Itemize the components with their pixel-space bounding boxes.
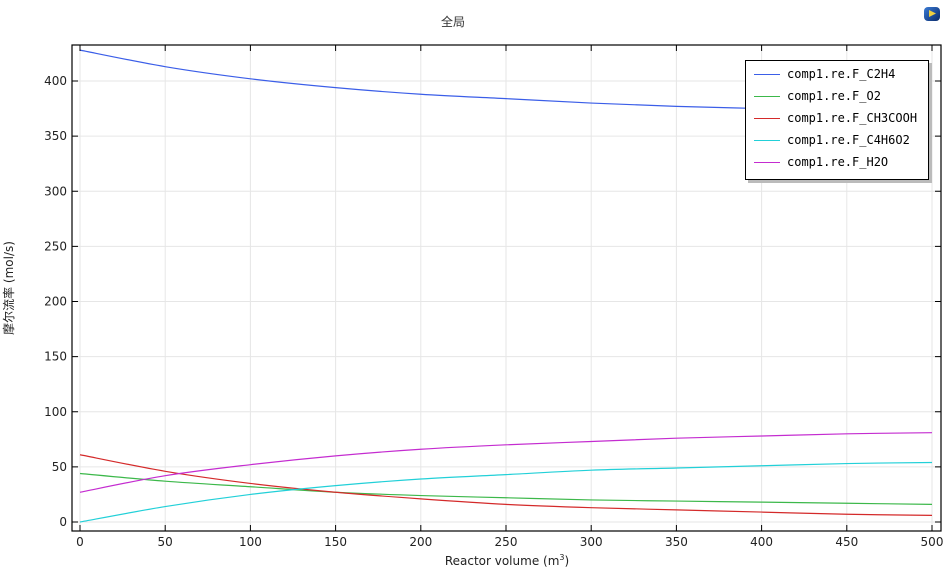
y-tick-label: 300 <box>44 184 67 198</box>
y-tick-label: 50 <box>52 460 67 474</box>
y-tick-label: 400 <box>44 74 67 88</box>
x-tick-label: 250 <box>495 535 518 549</box>
legend-swatch <box>754 139 780 141</box>
legend-item: comp1.re.F_H2O <box>746 151 928 173</box>
x-tick-label: 300 <box>580 535 603 549</box>
y-tick-label: 250 <box>44 239 67 253</box>
y-tick-label: 150 <box>44 350 67 364</box>
legend-label: comp1.re.F_C2H4 <box>787 67 896 81</box>
legend-swatch <box>754 161 780 163</box>
legend-swatch <box>754 117 780 119</box>
legend-item: comp1.re.F_CH3COOH <box>746 107 928 129</box>
legend-swatch <box>754 73 780 75</box>
x-tick-label: 200 <box>409 535 432 549</box>
chart-title: 全局 <box>440 15 465 29</box>
legend-item: comp1.re.F_C4H6O2 <box>746 129 928 151</box>
x-axis-label: Reactor volume (m3) <box>445 553 569 568</box>
legend-swatch <box>754 95 780 97</box>
legend-item: comp1.re.F_C2H4 <box>746 63 928 85</box>
series-line-ch3cooh <box>79 454 933 516</box>
series-line-o2 <box>79 472 933 505</box>
y-tick-label: 100 <box>44 405 67 419</box>
x-tick-label: 350 <box>665 535 688 549</box>
x-tick-label: 400 <box>750 535 773 549</box>
x-tick-label: 50 <box>158 535 173 549</box>
legend: comp1.re.F_C2H4 comp1.re.F_O2 comp1.re.F_C… <box>745 60 929 180</box>
y-axis-label: 摩尔流率 (mol/s) <box>1 241 16 335</box>
x-tick-label: 500 <box>921 535 944 549</box>
y-tick-label: 0 <box>59 515 67 529</box>
legend-label: comp1.re.F_O2 <box>787 89 881 103</box>
legend-label: comp1.re.F_C4H6O2 <box>787 133 910 147</box>
x-tick-label: 150 <box>324 535 347 549</box>
legend-item: comp1.re.F_O2 <box>746 85 928 107</box>
y-tick-label: 200 <box>44 295 67 309</box>
series-line-h2o <box>79 432 933 493</box>
x-tick-label: 450 <box>835 535 858 549</box>
comsol-logo-icon <box>924 7 940 21</box>
series-line-c4h6o2 <box>79 461 933 523</box>
legend-label: comp1.re.F_CH3COOH <box>787 111 918 125</box>
legend-label: comp1.re.F_H2O <box>787 155 889 169</box>
x-tick-label: 100 <box>239 535 262 549</box>
x-tick-label: 0 <box>76 535 84 549</box>
y-tick-label: 350 <box>44 129 67 143</box>
